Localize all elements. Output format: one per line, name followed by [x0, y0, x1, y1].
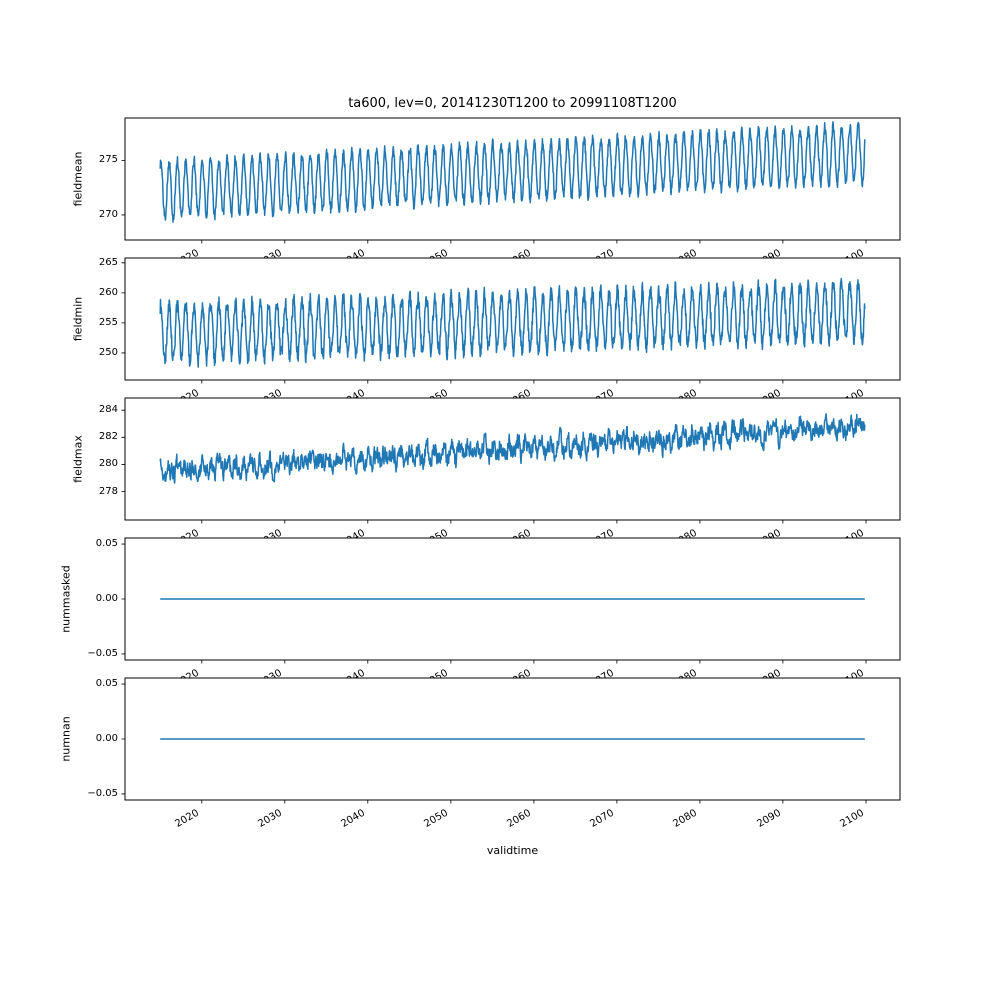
y-tick-label: 0.05 [95, 678, 118, 690]
y-tick-label: 250 [98, 346, 118, 358]
x-tick-label: 2070 [589, 248, 617, 258]
x-tick-labels: 2020 2030 2040 2050 2060 2070 2080 2090 2100 [0, 240, 1000, 258]
x-tick-label: 2070 [588, 807, 617, 830]
y-tick-label: 0.00 [95, 593, 118, 604]
x-tick-label: 2060 [506, 248, 534, 258]
tick-marks [121, 160, 867, 244]
subplot-fieldmean: fieldmean 270 275 2020 2030 2040 2050 2060 207… [0, 117, 1000, 258]
fieldmin-line-plot [121, 257, 901, 384]
x-tick-label: 2070 [589, 668, 617, 678]
y-tick-label: 284 [98, 404, 118, 416]
y-tick-label: 260 [98, 286, 118, 298]
nummasked-line-plot [121, 537, 901, 664]
y-axis-label-nummasked: nummasked [59, 565, 73, 633]
y-tick-label: 278 [98, 485, 118, 497]
axes-border [124, 677, 901, 801]
x-tick-label: 2030 [257, 528, 285, 538]
fieldmean-line-plot [121, 117, 901, 244]
y-tick-label: 265 [98, 256, 118, 268]
x-tick-label: 2100 [838, 528, 866, 538]
x-tick-label: 2030 [257, 248, 285, 258]
fieldmax-series-line [159, 413, 866, 484]
y-tick-label: 0.05 [95, 538, 118, 550]
y-axis-label-fieldmax: fieldmax [71, 435, 85, 483]
x-tick-label: 2100 [837, 807, 866, 830]
x-tick-label: 2080 [672, 248, 700, 258]
x-tick-label: 2020 [174, 388, 202, 398]
x-tick-label: 2100 [838, 668, 866, 678]
y-tick-label: −0.05 [87, 647, 118, 659]
y-axis-label-numnan: numnan [59, 716, 73, 762]
x-tick-label: 2060 [506, 388, 534, 398]
tick-marks [121, 543, 867, 664]
x-tick-label: 2060 [505, 807, 534, 830]
x-tick-label: 2070 [589, 528, 617, 538]
x-tick-label: 2050 [422, 807, 451, 830]
x-tick-label: 2080 [672, 528, 700, 538]
x-tick-label: 2020 [174, 248, 202, 258]
x-tick-label: 2030 [256, 807, 285, 830]
fieldmean-series-line [159, 121, 866, 223]
x-tick-label: 2080 [672, 668, 700, 678]
x-tick-label: 2050 [423, 528, 451, 538]
x-tick-label: 2040 [339, 807, 368, 830]
fieldmin-series-line [159, 277, 866, 368]
x-tick-label: 2090 [755, 388, 783, 398]
x-tick-labels: 2020 2030 2040 2050 2060 2070 2080 2090 2100 [0, 380, 1000, 398]
x-tick-label: 2090 [755, 248, 783, 258]
x-tick-label: 2040 [340, 668, 368, 678]
x-tick-label: 2090 [755, 668, 783, 678]
x-tick-label: 2040 [340, 248, 368, 258]
x-tick-label: 2070 [589, 388, 617, 398]
y-axis-label-fieldmean: fieldmean [71, 151, 85, 207]
x-tick-label: 2020 [173, 807, 202, 830]
subplot-numnan: numnan −0.05 0.00 0.05 2020 2030 2040 2050 206… [0, 677, 1000, 830]
x-tick-label: 2050 [423, 668, 451, 678]
x-tick-label: 2020 [174, 528, 202, 538]
y-tick-label: 255 [98, 316, 118, 328]
x-tick-label: 2030 [257, 388, 285, 398]
axes-border [124, 117, 901, 241]
y-axis-label-fieldmin: fieldmin [71, 296, 85, 342]
y-tick-label: 282 [98, 431, 118, 443]
y-tick-label: 0.00 [95, 733, 118, 744]
tick-marks [121, 262, 867, 384]
x-tick-label: 2040 [340, 388, 368, 398]
x-tick-label: 2050 [423, 388, 451, 398]
y-tick-label: 275 [98, 154, 118, 166]
y-tick-label: 270 [98, 208, 118, 220]
chart-title: ta600, lev=0, 20141230T1200 to 20991108T… [348, 96, 677, 111]
subplot-nummasked: nummasked −0.05 0.00 0.05 2020 2030 2040 2050… [0, 537, 1000, 678]
x-tick-label: 2090 [755, 528, 783, 538]
tick-marks [121, 409, 867, 524]
x-tick-label: 2050 [423, 248, 451, 258]
y-tick-label: 280 [98, 458, 118, 470]
x-axis-title: validtime [486, 844, 539, 857]
tick-marks [121, 683, 867, 804]
x-tick-labels: 2020 2030 2040 2050 2060 2070 2080 2090 2100 [0, 520, 1000, 538]
axes-border [124, 397, 901, 521]
x-tick-label: 2100 [838, 388, 866, 398]
x-tick-labels: 2020 2030 2040 2050 2060 2070 2080 2090 2100 [0, 800, 1000, 845]
numnan-line-plot [121, 677, 901, 804]
x-tick-label: 2060 [506, 668, 534, 678]
x-tick-label: 2080 [672, 388, 700, 398]
y-tick-label: −0.05 [87, 787, 118, 799]
x-tick-label: 2020 [174, 668, 202, 678]
fieldmax-line-plot [121, 397, 901, 524]
axes-border [124, 257, 901, 381]
x-tick-label: 2030 [257, 668, 285, 678]
x-tick-label: 2090 [754, 807, 783, 830]
x-tick-label: 2060 [506, 528, 534, 538]
x-tick-label: 2100 [838, 248, 866, 258]
x-tick-label: 2080 [671, 807, 700, 830]
x-tick-label: 2040 [340, 528, 368, 538]
axes-border [124, 537, 901, 661]
x-tick-labels: 2020 2030 2040 2050 2060 2070 2080 2090 2100 [0, 660, 1000, 678]
